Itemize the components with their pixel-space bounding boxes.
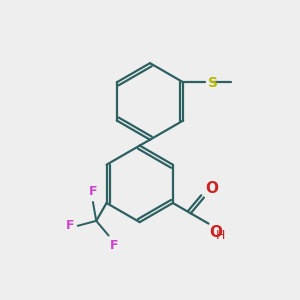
Text: F: F [110,239,118,252]
Text: H: H [216,229,226,242]
Text: F: F [89,185,97,199]
Text: S: S [208,76,218,90]
Text: O: O [206,181,218,196]
Text: O: O [210,225,223,240]
Text: F: F [66,219,74,232]
